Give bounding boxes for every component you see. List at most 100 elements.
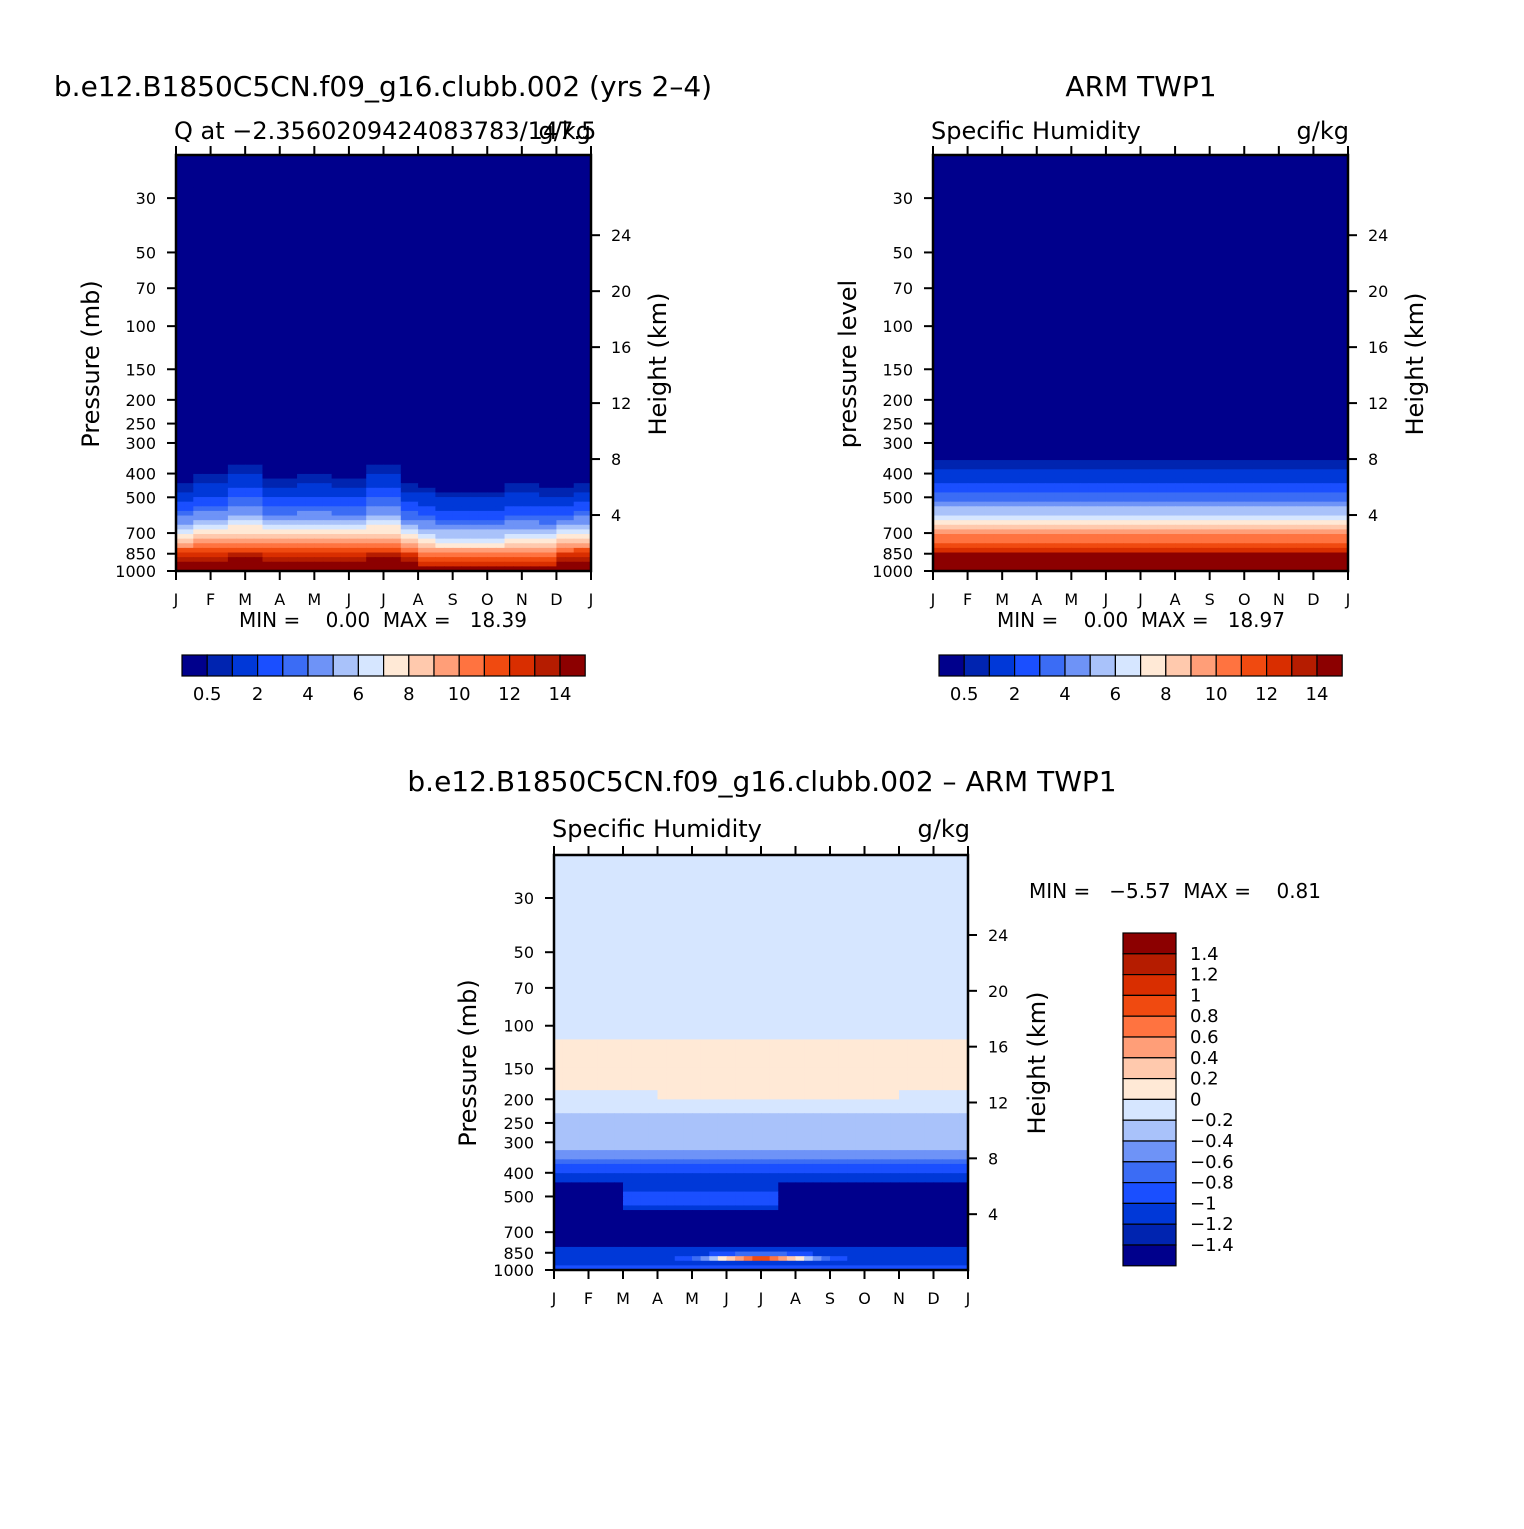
- model-cell: [349, 506, 358, 511]
- model-cell: [470, 178, 479, 183]
- model-cell: [530, 229, 539, 234]
- obs-cell: [950, 183, 959, 188]
- model-cell: [375, 479, 384, 484]
- model-cell: [332, 257, 341, 262]
- model-cell: [479, 173, 488, 178]
- model-cell: [332, 516, 341, 521]
- model-cell: [176, 400, 185, 405]
- model-cell: [513, 465, 522, 470]
- model-cell: [539, 257, 548, 262]
- obs-cell: [1175, 173, 1184, 178]
- model-cell: [487, 349, 496, 354]
- model-cell: [176, 469, 185, 474]
- obs-cell: [1313, 169, 1322, 174]
- obs-cell: [1123, 183, 1132, 188]
- obs-cell: [1210, 160, 1219, 165]
- model-cell: [323, 474, 332, 479]
- model-cell: [530, 442, 539, 447]
- model-cell: [470, 516, 479, 521]
- model-cell: [513, 483, 522, 488]
- model-cell: [358, 238, 367, 243]
- model-cell: [565, 321, 574, 326]
- model-cell: [306, 197, 315, 202]
- model-cell: [358, 418, 367, 423]
- obs-cell: [1071, 173, 1080, 178]
- model-cell: [176, 405, 185, 410]
- model-cell: [427, 474, 436, 479]
- model-cell: [262, 266, 271, 271]
- model-cell: [288, 455, 297, 460]
- model-cell: [314, 529, 323, 534]
- model-cell: [202, 363, 211, 368]
- model-cell: [548, 516, 557, 521]
- model-cell: [185, 506, 194, 511]
- model-cell: [496, 252, 505, 257]
- model-cell: [375, 192, 384, 197]
- model-cell: [505, 173, 514, 178]
- model-cell: [427, 321, 436, 326]
- model-xtick-label: S: [448, 590, 458, 609]
- model-cell: [193, 280, 202, 285]
- model-cell: [444, 178, 453, 183]
- obs-cell: [1305, 169, 1314, 174]
- model-cell: [574, 340, 583, 345]
- model-cell: [444, 192, 453, 197]
- model-cell: [366, 548, 375, 553]
- model-cell: [556, 284, 565, 289]
- model-cell: [487, 432, 496, 437]
- model-cell: [288, 432, 297, 437]
- obs-cell: [1019, 169, 1028, 174]
- model-cell: [548, 317, 557, 322]
- model-cell: [401, 173, 410, 178]
- model-cell: [479, 275, 488, 280]
- model-cell: [340, 303, 349, 308]
- model-cell: [228, 173, 237, 178]
- model-cell: [219, 358, 228, 363]
- model-cell: [574, 289, 583, 294]
- model-cell: [306, 317, 315, 322]
- model-cell: [314, 418, 323, 423]
- obs-cell: [1227, 160, 1236, 165]
- obs-cell: [1262, 201, 1271, 206]
- model-cell: [280, 511, 289, 516]
- model-cell: [470, 298, 479, 303]
- model-cell: [487, 483, 496, 488]
- model-cell: [366, 502, 375, 507]
- model-cell: [271, 455, 280, 460]
- obs-cell: [1132, 197, 1141, 202]
- model-cell: [245, 201, 254, 206]
- model-cell: [513, 455, 522, 460]
- model-cell: [409, 321, 418, 326]
- model-cell: [211, 511, 220, 516]
- model-cell: [435, 529, 444, 534]
- model-cell: [548, 210, 557, 215]
- model-cell: [358, 492, 367, 497]
- model-cell: [435, 516, 444, 521]
- model-cell: [185, 358, 194, 363]
- model-cell: [349, 553, 358, 558]
- model-cell: [314, 238, 323, 243]
- obs-cell: [1028, 178, 1037, 183]
- obs-cell: [933, 210, 942, 215]
- model-cell: [435, 400, 444, 405]
- model-cell: [530, 215, 539, 220]
- model-cell: [193, 349, 202, 354]
- model-cell: [358, 377, 367, 382]
- model-cell: [479, 363, 488, 368]
- model-cell: [487, 234, 496, 239]
- model-cell: [487, 197, 496, 202]
- model-cell: [427, 492, 436, 497]
- model-cell: [453, 529, 462, 534]
- model-cell: [228, 358, 237, 363]
- model-cell: [513, 557, 522, 562]
- model-cell: [323, 201, 332, 206]
- model-cell: [548, 169, 557, 174]
- model-cell: [297, 326, 306, 331]
- model-cell: [271, 173, 280, 178]
- model-cell: [340, 266, 349, 271]
- model-cell: [487, 215, 496, 220]
- model-cell: [349, 368, 358, 373]
- model-cell: [539, 386, 548, 391]
- model-cell: [548, 229, 557, 234]
- model-cell: [375, 395, 384, 400]
